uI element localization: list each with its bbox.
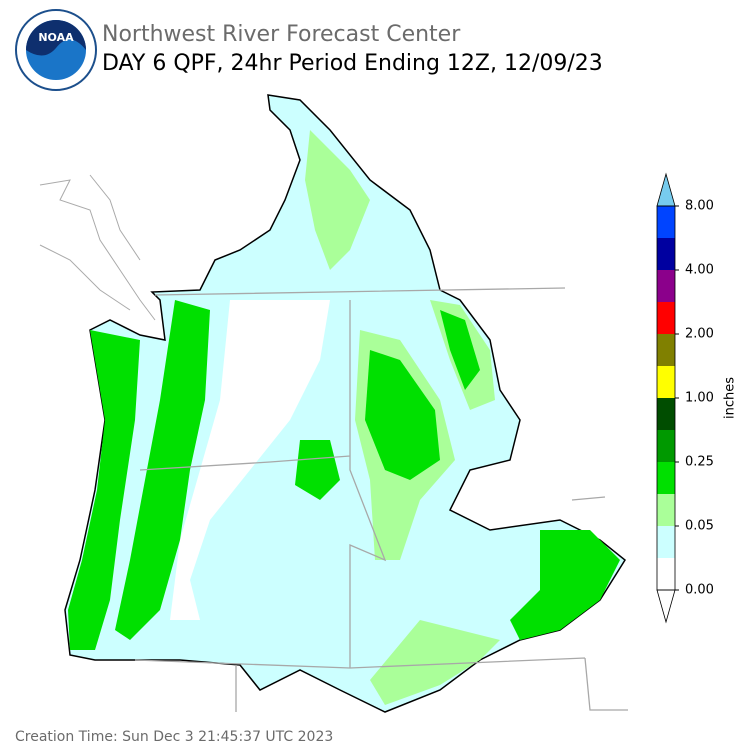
colorbar-tick-label: 2.00 (685, 327, 714, 342)
colorbar-bin (657, 238, 675, 270)
colorbar-label: inches (723, 377, 738, 419)
agency-title: Northwest River Forecast Center (102, 22, 461, 47)
colorbar-tick-label: 0.25 (685, 455, 714, 470)
colorbar-bin (657, 206, 675, 238)
colorbar-bin (657, 398, 675, 430)
colorbar-tick-label: 1.00 (685, 391, 714, 406)
colorbar-bin (657, 302, 675, 334)
map-title: DAY 6 QPF, 24hr Period Ending 12Z, 12/09… (102, 51, 603, 76)
colorbar-tick-label: 4.00 (685, 263, 714, 278)
colorbar-bin (657, 430, 675, 462)
colorbar-bin (657, 494, 675, 526)
colorbar-tick-label: 0.05 (685, 519, 714, 534)
colorbar-bin (657, 462, 675, 494)
logo-text: NOAA (38, 31, 74, 44)
creation-time: Creation Time: Sun Dec 3 21:45:37 UTC 20… (15, 729, 333, 745)
colorbar: 0.00 0.05 0.25 1.00 2.00 4.00 8.00 (656, 172, 714, 624)
colorbar-under (656, 589, 676, 624)
noaa-logo: NOAA (15, 9, 97, 91)
colorbar-tick-label: 0.00 (685, 583, 714, 598)
colorbar-bin (657, 366, 675, 398)
map (39, 94, 628, 713)
colorbar-bin (657, 558, 675, 590)
colorbar-tick-label: 8.00 (685, 199, 714, 214)
colorbar-over (656, 172, 676, 207)
colorbar-bin (657, 526, 675, 558)
colorbar-bin (657, 334, 675, 366)
colorbar-bin (657, 270, 675, 302)
